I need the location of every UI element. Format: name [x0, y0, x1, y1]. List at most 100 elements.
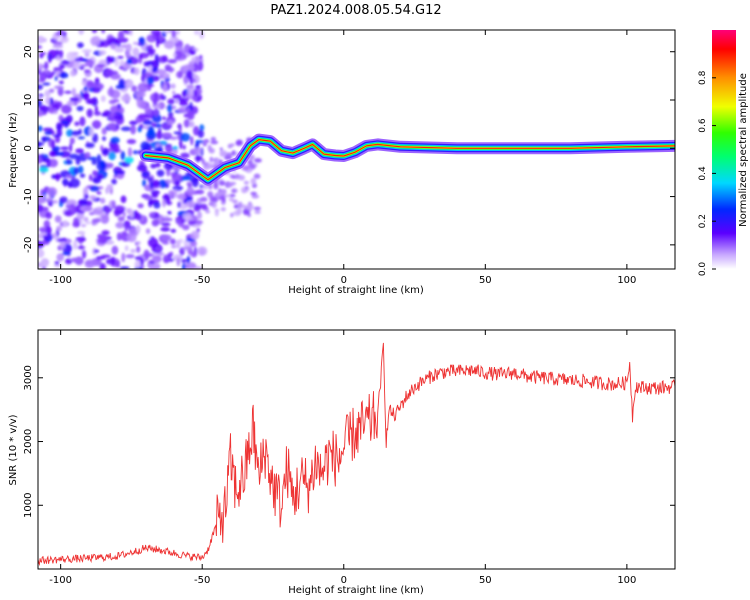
- y-tick-label: 3000: [23, 365, 34, 390]
- heatmap-cell: [182, 224, 190, 231]
- heatmap-cell: [41, 266, 47, 269]
- x-tick-label: 0: [341, 575, 347, 586]
- heatmap-cell: [161, 123, 173, 129]
- heatmap-cell: [120, 94, 131, 102]
- heatmap-cell: [77, 136, 86, 140]
- heatmap-cell: [70, 54, 79, 59]
- heatmap-cell: [180, 258, 188, 263]
- heatmap-cell: [133, 41, 138, 45]
- heatmap-cell: [114, 169, 118, 177]
- heatmap-cell: [38, 125, 43, 132]
- heatmap-cell: [58, 72, 69, 79]
- heatmap-cell: [54, 261, 60, 265]
- heatmap-cell: [60, 64, 66, 69]
- heatmap-cell: [89, 185, 100, 192]
- heatmap-cell: [118, 162, 123, 166]
- heatmap-cell: [254, 210, 261, 214]
- heatmap-cell: [199, 203, 208, 210]
- heatmap-cell: [74, 56, 85, 63]
- heatmap-cell: [67, 204, 75, 212]
- heatmap-cell: [49, 150, 56, 157]
- heatmap-cell: [47, 49, 59, 59]
- heatmap-cell: [219, 147, 223, 151]
- heatmap-cell: [193, 89, 198, 97]
- heatmap-cell: [186, 53, 190, 57]
- heatmap-cell: [228, 197, 235, 202]
- heatmap-cell: [134, 256, 142, 260]
- heatmap-cell: [64, 258, 73, 265]
- heatmap-cell: [99, 49, 107, 56]
- heatmap-cell: [175, 99, 179, 104]
- heatmap-cell: [48, 88, 55, 93]
- heatmap-cell: [105, 205, 110, 216]
- heatmap-cell: [112, 143, 120, 153]
- heatmap-cell: [182, 246, 193, 251]
- heatmap-cell: [190, 240, 197, 247]
- heatmap-cell: [161, 132, 173, 138]
- heatmap-cell: [42, 82, 51, 86]
- heatmap-cell: [160, 227, 171, 232]
- heatmap-cell: [85, 221, 92, 225]
- heatmap-cell: [69, 97, 80, 102]
- heatmap-cell: [85, 142, 95, 148]
- heatmap-cell: [207, 144, 212, 152]
- heatmap-cell: [66, 199, 78, 208]
- heatmap-cell: [102, 136, 107, 141]
- heatmap-cell: [170, 238, 176, 245]
- heatmap-cell: [86, 80, 94, 89]
- heatmap-cell: [100, 144, 104, 152]
- heatmap-cell: [39, 71, 47, 82]
- heatmap-cell: [229, 174, 235, 179]
- heatmap-cell: [110, 256, 116, 266]
- heatmap-cell: [146, 76, 154, 85]
- heatmap-cell: [222, 197, 226, 203]
- heatmap-cell: [244, 206, 251, 210]
- heatmap-cell: [230, 212, 234, 218]
- heatmap-cell: [45, 96, 51, 105]
- heatmap-cell: [39, 166, 49, 173]
- heatmap-cell: [213, 182, 219, 190]
- heatmap-cell: [121, 231, 127, 236]
- heatmap-cell: [83, 69, 91, 74]
- heatmap-cell: [164, 64, 172, 71]
- heatmap-cell: [171, 30, 177, 38]
- heatmap-cell: [49, 97, 54, 105]
- heatmap-cell: [167, 59, 177, 64]
- heatmap-cell: [59, 240, 66, 249]
- heatmap-cell: [134, 260, 141, 269]
- heatmap-cell: [101, 230, 110, 236]
- heatmap-cell: [218, 180, 226, 186]
- colorbar-tick-label: 0.2: [698, 214, 708, 228]
- heatmap-cell: [52, 70, 56, 75]
- heatmap-cell: [174, 46, 184, 52]
- y-tick-label: -20: [23, 237, 34, 253]
- heatmap-cell: [214, 209, 219, 217]
- heatmap-cell: [53, 85, 64, 90]
- heatmap-cell: [52, 44, 64, 49]
- heatmap-cell: [59, 36, 69, 44]
- heatmap-cell: [79, 116, 86, 127]
- heatmap-cell: [137, 42, 142, 46]
- heatmap-cell: [108, 151, 116, 161]
- heatmap-cell: [243, 188, 247, 192]
- heatmap-cell: [71, 257, 82, 263]
- heatmap-cell: [109, 85, 113, 96]
- heatmap-cell: [172, 185, 184, 191]
- heatmap-cell: [46, 187, 58, 197]
- heatmap-cell: [54, 75, 58, 81]
- heatmap-cell: [142, 120, 153, 126]
- heatmap-cell: [81, 58, 88, 62]
- heatmap-cell: [81, 49, 92, 53]
- heatmap-cell: [115, 260, 121, 268]
- heatmap-cell: [177, 193, 187, 200]
- heatmap-cell: [186, 181, 192, 186]
- heatmap-cell: [196, 211, 202, 220]
- heatmap-cell: [167, 98, 175, 105]
- heatmap-cell: [51, 174, 57, 179]
- snr-y-axis: 1000 2000 3000: [23, 365, 675, 518]
- heatmap-cell: [55, 172, 60, 182]
- heatmap-cell: [126, 58, 133, 65]
- heatmap-cell: [243, 180, 249, 185]
- heatmap-cell: [50, 140, 55, 149]
- figure-title: PAZ1.2024.008.05.54.G12: [270, 3, 441, 18]
